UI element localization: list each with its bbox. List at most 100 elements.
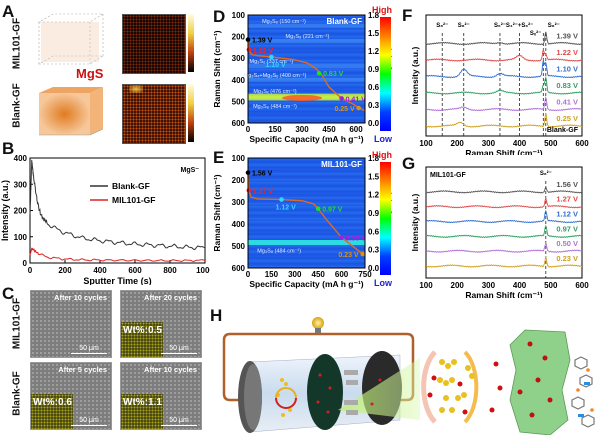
raman-band: [248, 23, 365, 28]
heatmap-row: [248, 227, 365, 229]
sem-caption: After 20 cycles: [144, 293, 197, 302]
x-tick-label: 150: [265, 270, 279, 279]
x-tick-label: 600: [128, 266, 142, 275]
voltage-point-label: 1.27 V: [253, 188, 274, 195]
sem-image: Wt%:0.6 After 5 cycles 50 μm: [30, 362, 112, 430]
x-tick-label: 100: [419, 139, 433, 148]
heatmap-row: [248, 263, 365, 265]
annotation: MgS⁻: [181, 167, 200, 174]
panel-label-c: C: [2, 284, 15, 303]
legend-label: Blank-GF: [112, 181, 150, 191]
x-tick-label: 750: [358, 270, 372, 279]
voltage-point: [339, 235, 344, 240]
heatmap-row: [248, 206, 365, 208]
panel-label-d: D: [213, 7, 226, 26]
reference-line-label: S₈²⁻: [540, 170, 552, 177]
heatmap-row: [248, 170, 365, 172]
x-tick-label: 300: [288, 270, 302, 279]
spectrum-line: [425, 31, 583, 46]
x-tick-label: 600: [349, 125, 363, 134]
heatmap-row: [248, 48, 365, 50]
tof-sims-3d-blank: [39, 87, 104, 136]
x-tick-label: 200: [451, 139, 465, 148]
sem-caption: After 5 cycles: [58, 365, 107, 374]
heatmap-row: [248, 191, 365, 193]
voltage-curve: [247, 39, 366, 112]
heatmap-row: [248, 224, 365, 226]
voltage-point-label: 0.97 V: [322, 207, 343, 214]
x-tick-label: 600: [575, 281, 589, 290]
y-tick-label: 200: [232, 176, 246, 185]
x-tick-label: 400: [513, 139, 527, 148]
sem-row-label-mil101: MIL101-GF: [11, 297, 23, 350]
plot-frame: [247, 157, 366, 269]
y-tick-label: 400: [14, 154, 28, 163]
heatmap-row: [248, 182, 365, 184]
heatmap-row: [248, 236, 365, 238]
heatmap-row: [248, 105, 365, 107]
x-tick-label: 600: [575, 139, 589, 148]
spectrum-voltage-label: 1.12 V: [556, 210, 578, 219]
reference-line-label: S₈²⁻: [458, 22, 470, 29]
y-tick-label: 100: [14, 233, 28, 242]
voltage-point-label: 0.41 V: [346, 96, 367, 103]
y-axis-label: Raman Shift (cm⁻¹): [212, 174, 222, 251]
voltage-point-label: 0.25 V: [334, 106, 355, 113]
y-tick-label: 300: [232, 54, 246, 63]
y-tick-label: 200: [14, 207, 28, 216]
y2-tick-label: 1.5: [368, 29, 380, 38]
wt-percent-label: Wt%:0.6: [33, 397, 72, 408]
panel-label-b: B: [2, 139, 15, 158]
separator-disc: [307, 354, 343, 430]
heatmap-row: [248, 233, 365, 235]
voltage-point-label: 1.22 V: [253, 48, 274, 55]
spectrum-line: [425, 113, 583, 128]
polysulfide-chains: [437, 359, 475, 413]
heatmap-row: [248, 185, 365, 187]
voltage-point-label: 1.10 V: [265, 62, 286, 69]
y-tick-label: 600: [232, 119, 246, 128]
heatmap-row: [248, 87, 365, 89]
spectrum-line: [425, 242, 583, 253]
plot-frame: [247, 14, 366, 124]
sem-image: Wt%:1.1 After 10 cycles 50 μm: [120, 362, 202, 430]
eds-map-inset: Wt%:0.6: [31, 394, 73, 429]
spectrum-voltage-label: 0.25 V: [556, 114, 578, 123]
band-label: Mg₃Sₓ (476 cm⁻¹): [253, 89, 296, 95]
scale-bar: 50 μm: [161, 417, 197, 427]
y-axis-label: Intensity (a.u.): [410, 47, 420, 105]
spectrum-voltage-label: 0.50 V: [556, 239, 578, 248]
x-tick-label: 400: [513, 281, 527, 290]
band-label: Mg₃S₈ (221 cm⁻¹): [286, 34, 330, 40]
colorbar-low-label: Low: [374, 278, 392, 288]
row-label-blank: Blank-GF: [11, 83, 23, 128]
spectrum-line: [425, 95, 583, 112]
reference-line-label: S₈²⁻: [436, 22, 448, 29]
chart-d-heatmap: Mg₃S₈ (150 cm⁻¹) Mg₃S₈ (221 cm⁻¹) Mg₃S₆ (3…: [212, 11, 392, 144]
x-tick-label: 0: [28, 266, 33, 275]
plot-frame: [425, 166, 583, 279]
y-tick-label: 300: [232, 198, 246, 207]
y2-tick-label: 0.6: [368, 227, 380, 236]
y-tick-label: 100: [232, 154, 246, 163]
tof-sims-3d-mil101: [37, 13, 105, 65]
y-axis-label: Intensity (a.u.): [410, 194, 420, 252]
row-label-mil101: MIL101-GF: [11, 17, 23, 70]
plot-frame: [29, 157, 206, 264]
band-label: Mg₃S₄+Mg₃S₆ (400 cm⁻¹): [244, 73, 307, 79]
x-tick-label: 150: [268, 125, 282, 134]
voltage-point-label: 1.56 V: [252, 171, 273, 178]
heatmap-row: [248, 63, 365, 65]
heatmap-row: [248, 215, 365, 217]
heatmap-row: [248, 194, 365, 196]
panel-label-g: G: [402, 154, 416, 173]
x-tick-label: 450: [322, 125, 336, 134]
heatmap-row: [248, 102, 365, 104]
heatmap-row: [248, 18, 365, 20]
chart-b-sputter: 020040060080010000100200300400Sputter Ti…: [0, 154, 210, 285]
legend-label: MIL101-GF: [112, 195, 155, 205]
spectrum-voltage-label: 1.27 V: [556, 195, 578, 204]
y-tick-label: 500: [232, 242, 246, 251]
sample-label: MIL101-GF: [321, 160, 362, 169]
